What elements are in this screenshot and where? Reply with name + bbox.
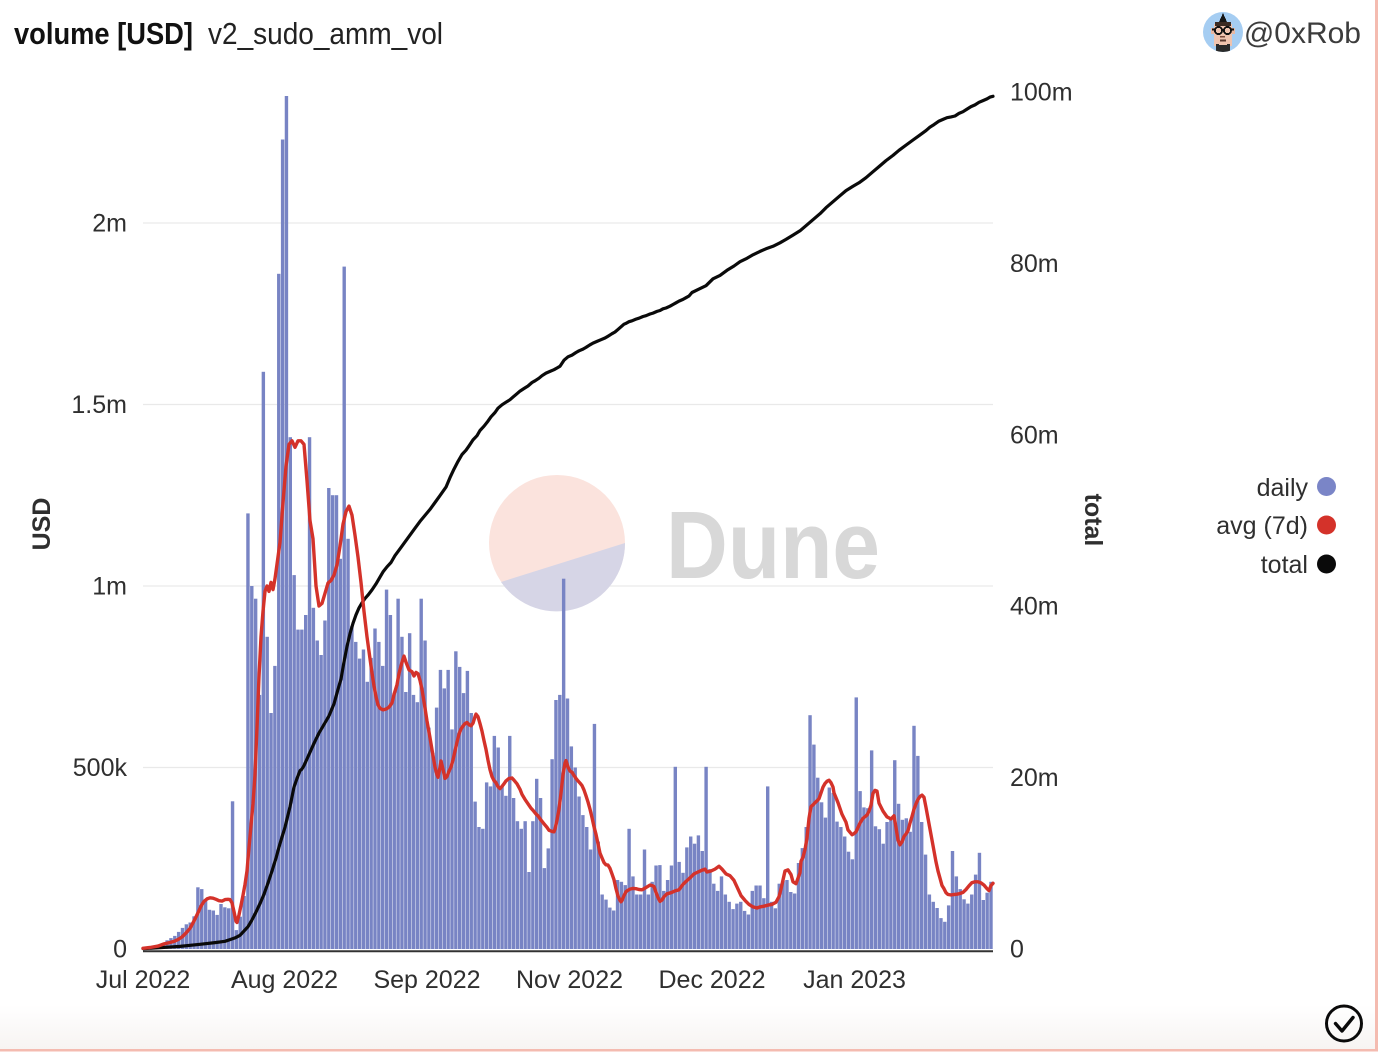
svg-text:total: total: [1261, 551, 1308, 579]
svg-text:20m: 20m: [1010, 764, 1059, 792]
svg-text:0: 0: [1010, 936, 1024, 964]
svg-text:0: 0: [113, 936, 127, 964]
svg-text:avg (7d): avg (7d): [1216, 512, 1308, 540]
svg-text:total: total: [1079, 494, 1107, 547]
svg-text:Sep 2022: Sep 2022: [373, 966, 480, 994]
svg-text:500k: 500k: [73, 754, 128, 782]
svg-text:volume [USD]: volume [USD]: [14, 16, 193, 51]
svg-text:Jan 2023: Jan 2023: [803, 966, 906, 994]
svg-text:60m: 60m: [1010, 421, 1059, 449]
svg-text:Nov 2022: Nov 2022: [516, 966, 623, 994]
svg-text:@0xRob: @0xRob: [1244, 17, 1361, 50]
svg-text:Aug 2022: Aug 2022: [231, 966, 338, 994]
svg-text:daily: daily: [1257, 474, 1309, 502]
svg-text:Dune: Dune: [666, 492, 880, 599]
svg-text:100m: 100m: [1010, 79, 1073, 107]
svg-text:1m: 1m: [92, 573, 127, 601]
svg-text:Jul 2022: Jul 2022: [96, 966, 191, 994]
svg-text:2m: 2m: [92, 210, 127, 238]
svg-text:Dec 2022: Dec 2022: [658, 966, 765, 994]
svg-text:USD: USD: [28, 498, 56, 551]
svg-text:40m: 40m: [1010, 593, 1059, 621]
svg-text:v2_sudo_amm_vol: v2_sudo_amm_vol: [208, 16, 443, 51]
svg-text:1.5m: 1.5m: [71, 391, 127, 419]
svg-text:80m: 80m: [1010, 250, 1059, 278]
